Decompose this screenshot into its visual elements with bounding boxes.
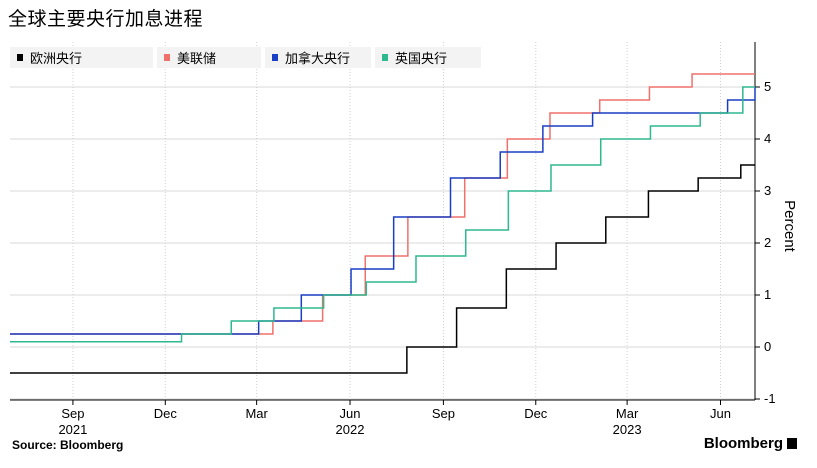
legend-item: 美联储	[157, 47, 261, 68]
legend-swatch	[17, 54, 23, 61]
legend-item-bg	[10, 47, 153, 68]
x-tick-label: Sep	[61, 406, 84, 421]
x-year-label: 2022	[336, 422, 365, 437]
y-tick-label: 3	[764, 183, 771, 198]
y-tick-label: 1	[764, 287, 771, 302]
legend-swatch	[272, 54, 278, 61]
brand-logo: Bloomberg	[704, 435, 797, 452]
legend-label: 美联储	[177, 52, 216, 67]
legend-item: 欧洲央行	[10, 47, 153, 68]
x-year-label: 2021	[58, 422, 87, 437]
y-tick-label: 2	[764, 235, 771, 250]
legend-swatch	[164, 54, 170, 61]
brand-text: Bloomberg	[703, 435, 783, 452]
y-axis-label: Percent	[781, 200, 798, 253]
x-tick-label: Mar	[245, 406, 268, 421]
legend-label: 欧洲央行	[30, 52, 82, 67]
source-note: Source: Bloomberg	[12, 438, 124, 452]
x-tick-label: Sep	[432, 406, 455, 421]
legend-item-bg	[157, 47, 261, 68]
y-tick-label: 0	[764, 339, 771, 354]
legend-item: 英国央行	[375, 47, 481, 68]
y-tick-label: -1	[764, 391, 776, 406]
series-line	[10, 86, 755, 343]
x-tick-label: Mar	[616, 406, 639, 421]
y-tick-label: 5	[764, 79, 771, 94]
series-line	[10, 87, 756, 335]
x-tick-label: Jun	[710, 406, 731, 421]
chart-title: 全球主要央行加息进程	[8, 8, 204, 30]
x-tick-label: Dec	[154, 406, 178, 421]
legend-label: 英国央行	[395, 52, 447, 67]
legend-item: 加拿大央行	[265, 47, 371, 68]
legend-item-bg	[265, 47, 371, 68]
x-tick-label: Dec	[524, 406, 548, 421]
legend-item-bg	[375, 47, 481, 68]
y-tick-label: 4	[764, 131, 771, 146]
bloomberg-mark-icon	[787, 438, 797, 449]
series-line	[10, 164, 755, 374]
legend-label: 加拿大央行	[285, 51, 350, 67]
legend-swatch	[382, 54, 388, 61]
x-tick-label: Jun	[340, 406, 361, 421]
x-year-label: 2023	[613, 422, 642, 437]
